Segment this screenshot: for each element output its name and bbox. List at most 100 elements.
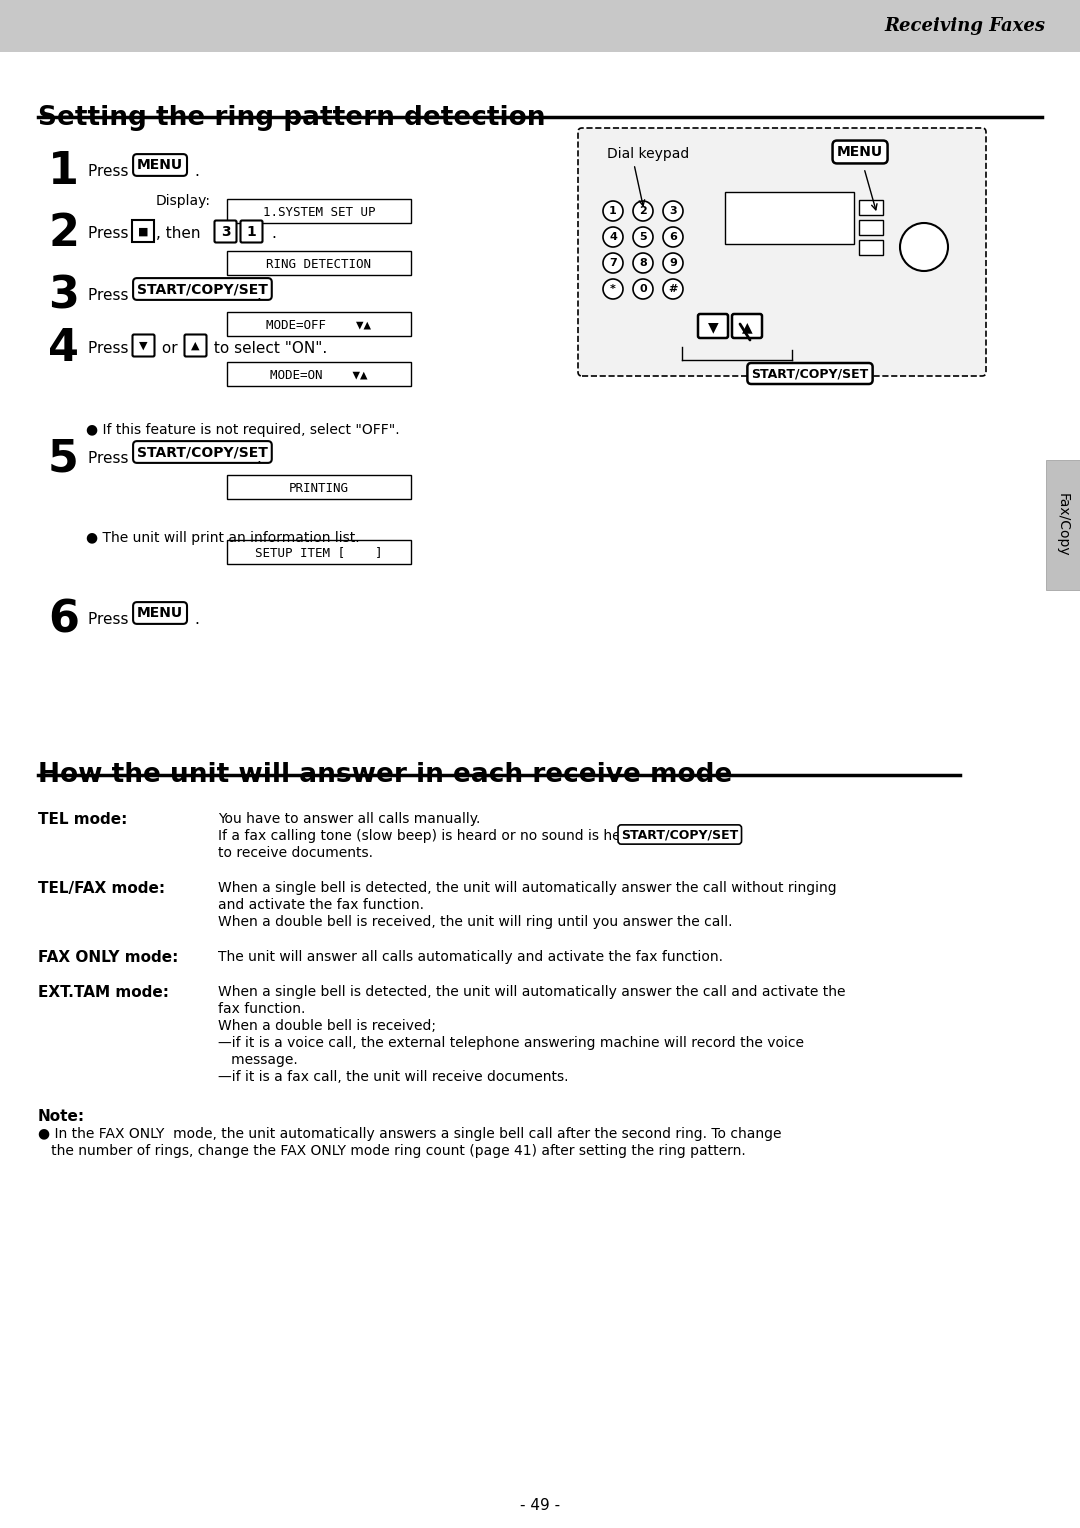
Text: How the unit will answer in each receive mode: How the unit will answer in each receive… bbox=[38, 762, 732, 788]
Text: SETUP ITEM [    ]: SETUP ITEM [ ] bbox=[255, 547, 382, 559]
Text: ▲: ▲ bbox=[191, 341, 200, 351]
Text: to receive documents.: to receive documents. bbox=[218, 847, 373, 860]
Text: 1: 1 bbox=[609, 206, 617, 215]
Text: Fax/Copy: Fax/Copy bbox=[1056, 494, 1070, 556]
Text: ▲: ▲ bbox=[742, 319, 753, 335]
Circle shape bbox=[603, 254, 623, 274]
Text: TEL/FAX mode:: TEL/FAX mode: bbox=[38, 882, 165, 895]
FancyBboxPatch shape bbox=[859, 200, 883, 215]
FancyBboxPatch shape bbox=[859, 240, 883, 255]
Text: RING DETECTION: RING DETECTION bbox=[267, 258, 372, 270]
Text: fax function.: fax function. bbox=[218, 1002, 306, 1016]
Text: 5: 5 bbox=[639, 232, 647, 241]
Text: Press: Press bbox=[87, 613, 133, 626]
Text: ● In the FAX ONLY  mode, the unit automatically answers a single bell call after: ● In the FAX ONLY mode, the unit automat… bbox=[38, 1128, 782, 1141]
Text: Press: Press bbox=[87, 226, 133, 241]
Text: PRINTING: PRINTING bbox=[289, 481, 349, 495]
Text: START/COPY/SET: START/COPY/SET bbox=[621, 828, 739, 840]
FancyBboxPatch shape bbox=[227, 312, 411, 336]
Circle shape bbox=[633, 228, 653, 248]
FancyBboxPatch shape bbox=[227, 539, 411, 564]
Circle shape bbox=[663, 254, 683, 274]
Text: the number of rings, change the FAX ONLY mode ring count (page 41) after setting: the number of rings, change the FAX ONLY… bbox=[38, 1144, 746, 1158]
Text: —if it is a voice call, the external telephone answering machine will record the: —if it is a voice call, the external tel… bbox=[218, 1036, 804, 1050]
FancyBboxPatch shape bbox=[698, 313, 728, 338]
Circle shape bbox=[663, 228, 683, 248]
Text: START/COPY/SET: START/COPY/SET bbox=[752, 367, 868, 380]
Text: .: . bbox=[256, 287, 261, 303]
Circle shape bbox=[603, 202, 623, 222]
FancyBboxPatch shape bbox=[215, 220, 237, 243]
FancyBboxPatch shape bbox=[732, 313, 762, 338]
Text: START/COPY/SET: START/COPY/SET bbox=[137, 445, 268, 458]
Text: 1: 1 bbox=[48, 150, 79, 193]
Circle shape bbox=[633, 254, 653, 274]
Text: MODE=OFF    ▼▲: MODE=OFF ▼▲ bbox=[267, 318, 372, 332]
FancyBboxPatch shape bbox=[227, 199, 411, 223]
Text: —if it is a fax call, the unit will receive documents.: —if it is a fax call, the unit will rece… bbox=[218, 1070, 568, 1083]
FancyBboxPatch shape bbox=[227, 251, 411, 275]
Text: 3: 3 bbox=[48, 274, 79, 316]
Text: or: or bbox=[157, 341, 183, 356]
Text: ▼: ▼ bbox=[707, 319, 718, 335]
Text: 3: 3 bbox=[670, 206, 677, 215]
Text: .: . bbox=[194, 163, 199, 179]
Text: and activate the fax function.: and activate the fax function. bbox=[218, 898, 424, 912]
Bar bbox=[0, 0, 1080, 52]
Circle shape bbox=[663, 202, 683, 222]
FancyBboxPatch shape bbox=[185, 335, 206, 356]
Text: 1.SYSTEM SET UP: 1.SYSTEM SET UP bbox=[262, 205, 375, 219]
Text: *: * bbox=[610, 284, 616, 293]
FancyBboxPatch shape bbox=[578, 128, 986, 376]
Text: .: . bbox=[271, 226, 275, 241]
Text: Receiving Faxes: Receiving Faxes bbox=[885, 17, 1045, 35]
FancyBboxPatch shape bbox=[241, 220, 262, 243]
Circle shape bbox=[603, 228, 623, 248]
Text: Dial keypad: Dial keypad bbox=[607, 147, 689, 160]
Text: 2: 2 bbox=[639, 206, 647, 215]
Text: EXT.TAM mode:: EXT.TAM mode: bbox=[38, 986, 168, 999]
Text: 9: 9 bbox=[670, 258, 677, 267]
Text: 3: 3 bbox=[220, 225, 230, 238]
Text: .: . bbox=[256, 451, 261, 466]
Text: , then: , then bbox=[156, 226, 205, 241]
Text: 7: 7 bbox=[609, 258, 617, 267]
Text: 6: 6 bbox=[670, 232, 677, 241]
Circle shape bbox=[603, 280, 623, 299]
Text: The unit will answer all calls automatically and activate the fax function.: The unit will answer all calls automatic… bbox=[218, 950, 723, 964]
Text: ● If this feature is not required, select "OFF".: ● If this feature is not required, selec… bbox=[86, 423, 400, 437]
Text: Press: Press bbox=[87, 451, 133, 466]
Text: When a double bell is received, the unit will ring until you answer the call.: When a double bell is received, the unit… bbox=[218, 915, 732, 929]
Text: You have to answer all calls manually.: You have to answer all calls manually. bbox=[218, 811, 481, 827]
Text: to select "ON".: to select "ON". bbox=[210, 341, 327, 356]
Text: 4: 4 bbox=[609, 232, 617, 241]
FancyBboxPatch shape bbox=[227, 475, 411, 500]
Text: When a single bell is detected, the unit will automatically answer the call and : When a single bell is detected, the unit… bbox=[218, 986, 846, 999]
Text: MENU: MENU bbox=[137, 157, 184, 173]
Text: 4: 4 bbox=[48, 327, 79, 370]
Text: message.: message. bbox=[218, 1053, 298, 1067]
FancyBboxPatch shape bbox=[859, 220, 883, 235]
Bar bbox=[1047, 460, 1080, 590]
Text: MENU: MENU bbox=[837, 145, 883, 159]
Text: 2: 2 bbox=[48, 212, 79, 255]
Text: 5: 5 bbox=[48, 437, 79, 480]
Text: ● The unit will print an information list.: ● The unit will print an information lis… bbox=[86, 532, 360, 545]
Text: 1: 1 bbox=[246, 225, 256, 238]
Text: #: # bbox=[669, 284, 677, 293]
Text: If a fax calling tone (slow beep) is heard or no sound is heard, press: If a fax calling tone (slow beep) is hea… bbox=[218, 830, 693, 843]
Text: Setting the ring pattern detection: Setting the ring pattern detection bbox=[38, 105, 545, 131]
Text: When a single bell is detected, the unit will automatically answer the call with: When a single bell is detected, the unit… bbox=[218, 882, 837, 895]
Text: TEL mode:: TEL mode: bbox=[38, 811, 127, 827]
Text: .: . bbox=[194, 613, 199, 626]
FancyBboxPatch shape bbox=[133, 335, 154, 356]
Text: ■: ■ bbox=[138, 228, 148, 237]
Text: MODE=ON    ▼▲: MODE=ON ▼▲ bbox=[270, 368, 368, 382]
Text: ▼: ▼ bbox=[139, 341, 148, 351]
Text: When a double bell is received;: When a double bell is received; bbox=[218, 1019, 436, 1033]
Text: 8: 8 bbox=[639, 258, 647, 267]
Text: FAX ONLY mode:: FAX ONLY mode: bbox=[38, 950, 178, 966]
Text: - 49 -: - 49 - bbox=[519, 1497, 561, 1513]
Text: START/COPY/SET: START/COPY/SET bbox=[137, 283, 268, 296]
Circle shape bbox=[633, 280, 653, 299]
